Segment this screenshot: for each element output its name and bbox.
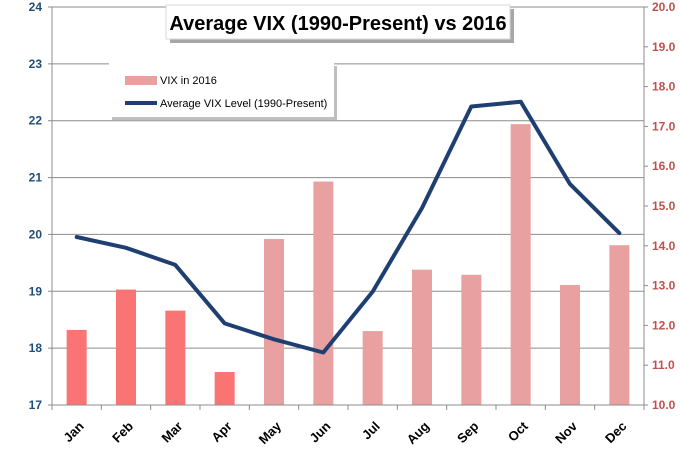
average-vix-point-jul <box>371 290 375 294</box>
bar-jun <box>313 181 334 405</box>
line-series <box>74 99 622 355</box>
average-vix-point-dec <box>617 231 621 235</box>
right-axis-ticks: 10.0 11.0 12.0 13.0 14.0 15.0 16.0 17.0 18.0 19.0… <box>652 0 676 412</box>
right-tick-label: 11.0 <box>652 358 675 372</box>
average-vix-line <box>74 99 622 355</box>
left-tick-label: 19 <box>29 284 43 298</box>
bar-nov <box>560 285 580 405</box>
average-vix-point-jan <box>75 235 79 239</box>
right-tick-label: 10.0 <box>652 398 676 412</box>
x-tick-label-may: May <box>256 418 285 447</box>
left-tick-label: 20 <box>29 227 43 241</box>
bar-dec <box>609 245 630 405</box>
x-tick-label-mar: Mar <box>158 419 185 446</box>
left-tick-label: 18 <box>29 341 43 355</box>
x-tick-label-nov: Nov <box>552 418 581 447</box>
right-tick-label: 13.0 <box>652 279 676 293</box>
left-axis-ticks: 17 18 19 20 21 22 23 24 <box>29 0 43 412</box>
bar-jul <box>362 331 383 405</box>
left-tick-label: 23 <box>29 57 43 71</box>
average-vix-point-sep <box>469 105 473 108</box>
bar-jan <box>66 329 87 405</box>
average-vix-point-may <box>272 337 276 341</box>
average-vix-point-apr <box>223 321 227 325</box>
x-axis-ticks: Jan Feb Mar Apr May Jun Jul Aug Sep Oct Nov Dec <box>60 418 629 447</box>
bar-apr <box>214 372 235 405</box>
left-tick-label: 24 <box>29 0 43 14</box>
right-tick-label: 20.0 <box>652 0 676 14</box>
x-tick-label-sep: Sep <box>454 418 482 446</box>
bar-aug <box>412 269 432 405</box>
right-tick-label: 15.0 <box>652 199 676 213</box>
x-tick-label-oct: Oct <box>505 418 531 444</box>
chart-title-box: Average VIX (1990-Present) vs 2016 <box>165 4 514 43</box>
x-tick-label-jun: Jun <box>306 418 333 445</box>
right-tick-label: 17.0 <box>652 119 676 133</box>
legend-label-vix-2016: VIX in 2016 <box>160 75 217 87</box>
average-vix-point-jun <box>321 350 325 354</box>
average-vix-point-feb <box>124 246 128 250</box>
average-vix-point-mar <box>173 263 177 267</box>
legend-swatch-vix-2016 <box>125 76 157 85</box>
left-tick-label: 17 <box>29 398 43 412</box>
right-tick-label: 19.0 <box>652 40 676 54</box>
average-vix-point-oct <box>519 100 523 104</box>
bar-series <box>66 124 630 405</box>
x-tick-label-apr: Apr <box>208 419 234 445</box>
legend-label-average-vix: Average VIX Level (1990-Present) <box>160 98 327 110</box>
right-tick-label: 12.0 <box>652 318 676 332</box>
x-tick-label-jan: Jan <box>60 418 86 444</box>
right-tick-label: 18.0 <box>652 80 676 94</box>
bar-feb <box>116 289 136 405</box>
bar-may <box>264 238 284 405</box>
x-tick-label-jul: Jul <box>359 419 383 443</box>
left-tick-label: 22 <box>29 114 43 128</box>
x-tick-label-aug: Aug <box>404 418 433 447</box>
legend: VIX in 2016 Average VIX Level (1990-Pres… <box>109 63 337 120</box>
bar-mar <box>165 310 186 405</box>
right-tick-label: 16.0 <box>652 159 676 173</box>
left-tick-label: 21 <box>29 171 43 185</box>
bar-sep <box>461 274 482 405</box>
average-vix-point-aug <box>420 206 424 210</box>
axes <box>48 6 648 410</box>
right-tick-label: 14.0 <box>652 239 676 253</box>
bar-oct <box>510 124 531 405</box>
x-tick-label-feb: Feb <box>109 418 136 445</box>
chart-title: Average VIX (1990-Present) vs 2016 <box>169 13 506 35</box>
average-vix-point-nov <box>568 182 572 186</box>
x-tick-label-dec: Dec <box>602 419 629 446</box>
